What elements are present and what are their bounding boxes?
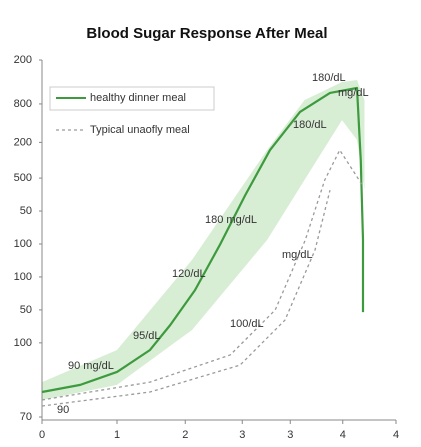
annotation: 90 [57,404,69,416]
line [41,149,363,401]
x-tick-label: 3 [287,429,293,441]
chart-title: Blood Sugar Response After Meal [86,25,327,42]
x-tick-label: 4 [393,429,399,441]
legend-label: healthy dinner meal [90,92,186,104]
x-tick-label: 4 [340,429,346,441]
x-tick-label: 1 [114,429,120,441]
line [41,86,365,394]
annotation: 95/dL [133,330,161,342]
annotation: 180 mg/dL [205,214,257,226]
y-tick-label: 100 [14,238,32,250]
y-tick-label: 100 [14,337,32,349]
y-tick-label: 100 [14,271,32,283]
annotation: mg/dL [282,249,313,261]
x-tick-label: 2 [182,429,188,441]
legend-label: Typical unaofly meal [90,124,190,136]
line [41,190,331,407]
annotation: 100/dL [230,318,264,330]
y-tick-label: 200 [14,54,32,66]
legend-box [49,86,215,111]
y-tick-label: 50 [20,205,32,217]
x-tick-label: 3 [239,429,245,441]
x-tick-label: 0 [39,429,45,441]
annotation: 120/dL [172,268,206,280]
annotation: 180/dL [293,119,327,131]
y-tick-label: 70 [20,411,32,423]
y-tick-label: 800 [14,98,32,110]
y-tick-label: 50 [20,304,32,316]
y-tick-label: 500 [14,172,32,184]
range-band [42,80,365,400]
y-tick-label: 200 [14,136,32,148]
annotation: mg/dL [338,87,369,99]
annotation: 180/dL [312,72,346,84]
annotation: 90 mg/dL [68,360,114,372]
